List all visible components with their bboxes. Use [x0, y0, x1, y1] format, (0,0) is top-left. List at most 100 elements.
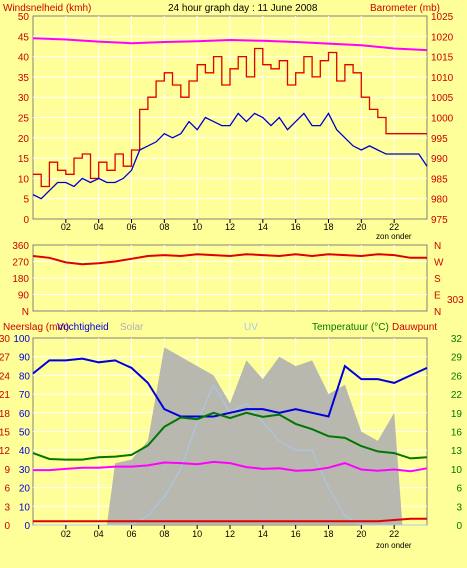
- top-xtick-label: 06: [126, 222, 136, 232]
- temperature-tick-label: 19: [451, 409, 463, 420]
- bottom-xtick-label: 12: [225, 529, 235, 539]
- temperature-tick-label: 22: [451, 390, 463, 401]
- temperature-tick-label: 0: [456, 521, 462, 532]
- compass-tick-label: E: [434, 291, 441, 302]
- humidity-tick-label: 70: [19, 390, 31, 401]
- wind-tick-label: 10: [18, 174, 30, 185]
- wind-tick-label: 35: [18, 73, 30, 84]
- barometer-tick-label: 985: [431, 174, 448, 185]
- wind-tick-label: 0: [23, 215, 29, 226]
- graph-title: 24 hour graph day : 11 June 2008: [168, 3, 318, 14]
- wind-tick-label: 15: [18, 154, 30, 165]
- temperature-axis-label: Temperatuur (°C): [312, 322, 389, 333]
- compass-tick-label: S: [434, 274, 441, 285]
- humidity-axis-label: Vochtigheid: [57, 322, 109, 333]
- bottom-xtick-label: 16: [291, 529, 301, 539]
- dewpoint-axis-label: Dauwpunt: [392, 322, 437, 333]
- temperature-tick-label: 13: [451, 446, 463, 457]
- rain-tick-label: 6: [4, 484, 10, 495]
- barometer-tick-label: 1000: [431, 114, 454, 125]
- bottom-xtick-label: 06: [126, 529, 136, 539]
- wind-tick-label: 20: [18, 134, 30, 145]
- wind-direction-line: [32, 253, 427, 266]
- current-direction-value: 303: [447, 295, 464, 306]
- humidity-tick-label: 40: [19, 446, 31, 457]
- bottom-xtick-label: 02: [61, 529, 71, 539]
- humidity-tick-label: 0: [24, 521, 30, 532]
- rain-tick-label: 18: [0, 409, 10, 420]
- sunset-label-top: zon onder: [376, 232, 412, 241]
- temperature-tick-label: 3: [456, 502, 462, 513]
- top-xtick-label: 12: [225, 222, 235, 232]
- humidity-tick-label: 60: [19, 409, 31, 420]
- wind-tick-label: 45: [18, 32, 30, 43]
- wind-tick-label: 40: [18, 53, 30, 64]
- bottom-xtick-label: 18: [323, 529, 333, 539]
- barometer-axis-label: Barometer (mb): [370, 3, 440, 14]
- direction-tick-label: 360: [12, 241, 29, 252]
- barometer-tick-label: 1015: [431, 53, 454, 64]
- humidity-tick-label: 10: [19, 502, 31, 513]
- barometer-tick-label: 975: [431, 215, 448, 226]
- barometer-tick-label: 1010: [431, 73, 454, 84]
- wind-tick-label: 25: [18, 114, 30, 125]
- humidity-tick-label: 50: [19, 428, 31, 439]
- top-xtick-label: 20: [356, 222, 366, 232]
- direction-tick-label: N: [22, 307, 29, 318]
- humidity-line: [32, 357, 428, 418]
- barometer-tick-label: 990: [431, 154, 448, 165]
- wind-axis-label: Windsnelheid (kmh): [3, 3, 91, 14]
- solar-axis-label: Solar: [120, 322, 144, 333]
- top-xtick-label: 18: [323, 222, 333, 232]
- barometer-line: [32, 37, 428, 52]
- barometer-tick-label: 1020: [431, 32, 454, 43]
- temperature-tick-label: 16: [451, 428, 463, 439]
- temperature-tick-label: 10: [451, 465, 463, 476]
- rain-tick-label: 3: [4, 502, 10, 513]
- rain-line: [33, 517, 427, 523]
- wind-tick-label: 30: [18, 93, 30, 104]
- direction-tick-label: 270: [12, 258, 29, 269]
- temperature-tick-label: 32: [451, 334, 463, 345]
- top-xtick-label: 14: [258, 222, 268, 232]
- humidity-tick-label: 20: [19, 484, 31, 495]
- compass-tick-label: W: [434, 258, 444, 269]
- wind-gust-line: [33, 47, 427, 188]
- rain-tick-label: 12: [0, 446, 10, 457]
- barometer-tick-label: 1005: [431, 93, 454, 104]
- top-xtick-label: 04: [94, 222, 104, 232]
- barometer-tick-label: 1025: [431, 12, 454, 23]
- rain-tick-label: 0: [4, 521, 10, 532]
- sunset-label-bottom: zon onder: [376, 541, 412, 550]
- humidity-tick-label: 80: [19, 371, 31, 382]
- top-xtick-label: 22: [389, 222, 399, 232]
- top-xtick-label: 08: [159, 222, 169, 232]
- humidity-tick-label: 90: [19, 353, 31, 364]
- temperature-tick-label: 26: [451, 371, 463, 382]
- bottom-xtick-label: 14: [258, 529, 268, 539]
- bottom-xtick-label: 04: [94, 529, 104, 539]
- wind-average-line: [32, 112, 428, 200]
- top-xtick-label: 02: [61, 222, 71, 232]
- rain-tick-label: 30: [0, 334, 10, 345]
- dewpoint-line: [33, 460, 428, 473]
- rain-tick-label: 27: [0, 353, 10, 364]
- rain-tick-label: 9: [4, 465, 10, 476]
- bottom-xtick-label: 20: [356, 529, 366, 539]
- rain-tick-label: 24: [0, 371, 10, 382]
- uv-axis-label: UV: [244, 322, 258, 333]
- rain-tick-label: 21: [0, 390, 10, 401]
- direction-tick-label: 180: [12, 274, 29, 285]
- wind-tick-label: 50: [18, 12, 30, 23]
- temperature-tick-label: 6: [456, 484, 462, 495]
- uv-line: [33, 383, 427, 526]
- solar-area: [33, 347, 427, 525]
- bottom-xtick-label: 08: [159, 529, 169, 539]
- bottom-xtick-label: 22: [389, 529, 399, 539]
- compass-tick-label: N: [434, 241, 441, 252]
- rain-axis-label: Neerslag (mm): [3, 322, 69, 333]
- top-xtick-label: 16: [291, 222, 301, 232]
- bottom-xtick-label: 10: [192, 529, 202, 539]
